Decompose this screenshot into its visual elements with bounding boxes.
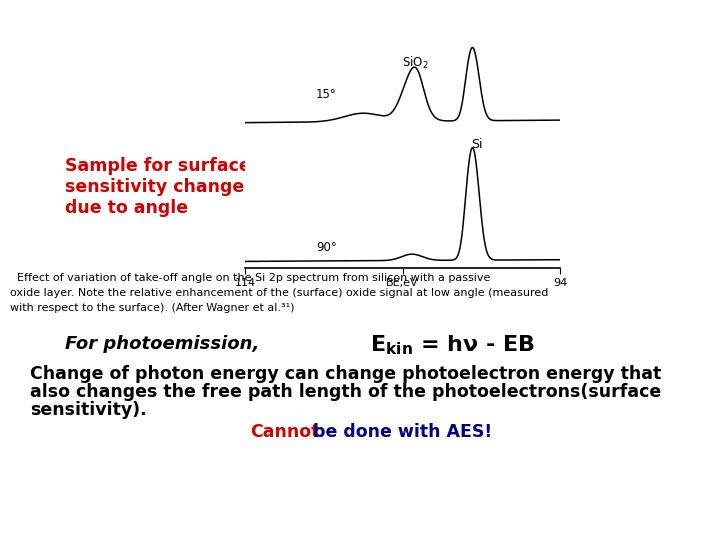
Text: 15°: 15° [316,88,337,101]
Text: due to angle: due to angle [65,199,188,217]
Text: be done with AES!: be done with AES! [307,423,492,441]
Text: sensitivity).: sensitivity). [30,401,147,419]
Text: also changes the free path length of the photoelectrons(surface: also changes the free path length of the… [30,383,661,401]
Text: Change of photon energy can change photoelectron energy that: Change of photon energy can change photo… [30,365,661,383]
Text: sensitivity change: sensitivity change [65,178,244,196]
Text: oxide layer. Note the relative enhancement of the (surface) oxide signal at low : oxide layer. Note the relative enhanceme… [10,288,549,298]
Text: SiO$_2$: SiO$_2$ [402,55,428,71]
Text: $\mathbf{E_{kin}}$ = h$\mathbf{\nu}$ - EB: $\mathbf{E_{kin}}$ = h$\mathbf{\nu}$ - E… [370,333,535,356]
Text: Effect of variation of take-off angle on the Si 2p spectrum from silicon with a : Effect of variation of take-off angle on… [10,273,490,283]
Text: with respect to the surface). (After Wagner et al.³¹): with respect to the surface). (After Wag… [10,303,294,313]
Text: 90°: 90° [316,241,337,254]
Text: Si: Si [471,138,482,151]
Text: For photoemission,: For photoemission, [65,335,259,353]
Text: Cannot: Cannot [250,423,320,441]
Text: Sample for surface: Sample for surface [65,157,251,175]
